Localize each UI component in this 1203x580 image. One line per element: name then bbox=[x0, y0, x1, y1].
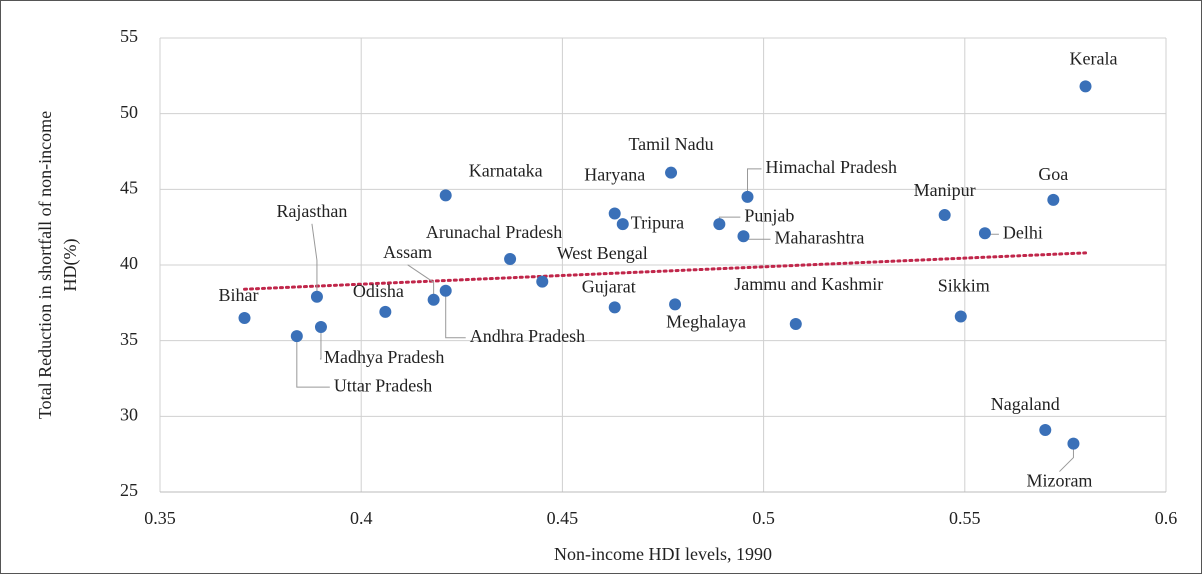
point bbox=[439, 189, 452, 202]
point bbox=[954, 310, 967, 323]
point-label: Arunachal Pradesh bbox=[426, 222, 562, 242]
point-label: Maharashtra bbox=[774, 227, 864, 247]
trendline bbox=[243, 251, 1088, 291]
point bbox=[665, 166, 678, 179]
point-label: West Bengal bbox=[557, 243, 648, 263]
y-tick-label: 25 bbox=[120, 480, 138, 500]
point-label: Punjab bbox=[744, 205, 794, 225]
point-label: Rajasthan bbox=[276, 201, 347, 221]
x-tick-label: 0.55 bbox=[949, 508, 981, 528]
leader-line bbox=[296, 336, 330, 388]
point-label: Bihar bbox=[219, 285, 259, 305]
point bbox=[536, 275, 549, 288]
point bbox=[504, 252, 517, 265]
point-label: Manipur bbox=[914, 180, 976, 200]
point-label: Odisha bbox=[353, 281, 404, 301]
y-tick-label: 50 bbox=[120, 102, 138, 122]
x-tick-label: 0.5 bbox=[752, 508, 775, 528]
point bbox=[608, 301, 621, 314]
leader-line bbox=[747, 168, 762, 197]
leader-line bbox=[311, 223, 318, 297]
y-axis-title: HD(%) bbox=[60, 239, 81, 292]
point bbox=[737, 230, 750, 243]
point bbox=[938, 209, 951, 222]
leader-line bbox=[445, 290, 466, 339]
point-label: Tamil Nadu bbox=[628, 134, 713, 154]
point bbox=[978, 227, 991, 240]
leader-line bbox=[319, 327, 322, 360]
point-label: Tripura bbox=[631, 212, 684, 232]
x-tick-label: 0.6 bbox=[1155, 508, 1178, 528]
x-tick-label: 0.35 bbox=[144, 508, 176, 528]
y-tick-label: 45 bbox=[120, 177, 138, 197]
point bbox=[741, 190, 754, 203]
x-tick-label: 0.4 bbox=[350, 508, 373, 528]
point-label: Madhya Pradesh bbox=[324, 347, 444, 367]
point bbox=[669, 298, 682, 311]
x-axis-title: Non-income HDI levels, 1990 bbox=[554, 544, 772, 564]
point-label: Kerala bbox=[1070, 49, 1118, 69]
point bbox=[238, 311, 251, 324]
point-label: Jammu and Kashmir bbox=[734, 274, 883, 294]
y-tick-label: 40 bbox=[120, 253, 138, 273]
point-label: Mizoram bbox=[1026, 471, 1092, 491]
point-label: Gujarat bbox=[582, 276, 636, 296]
point-label: Meghalaya bbox=[666, 311, 746, 331]
point bbox=[1079, 80, 1092, 93]
point-label: Karnataka bbox=[469, 161, 543, 181]
point-label: Andhra Pradesh bbox=[470, 326, 585, 346]
point-label: Goa bbox=[1038, 164, 1068, 184]
point-label: Himachal Pradesh bbox=[766, 157, 897, 177]
point bbox=[1039, 423, 1052, 436]
y-tick-label: 55 bbox=[120, 26, 138, 46]
point bbox=[713, 218, 726, 231]
point bbox=[608, 207, 621, 220]
point bbox=[310, 290, 323, 303]
y-tick-label: 35 bbox=[120, 329, 138, 349]
y-tick-label: 30 bbox=[120, 404, 138, 424]
x-tick-label: 0.45 bbox=[547, 508, 579, 528]
point-label: Haryana bbox=[584, 165, 645, 185]
point-label: Nagaland bbox=[991, 394, 1060, 414]
point bbox=[1047, 193, 1060, 206]
point-label: Sikkim bbox=[938, 276, 990, 296]
point-label: Uttar Pradesh bbox=[334, 375, 432, 395]
point bbox=[789, 318, 802, 331]
point-label: Delhi bbox=[1003, 222, 1043, 242]
point bbox=[616, 218, 629, 231]
point bbox=[427, 293, 440, 306]
y-axis-title: Total Reduction in shortfall of non-inco… bbox=[35, 111, 55, 419]
point bbox=[290, 330, 303, 343]
point bbox=[314, 321, 327, 334]
point bbox=[1067, 437, 1080, 450]
point bbox=[379, 305, 392, 318]
point-label: Assam bbox=[383, 242, 432, 262]
point bbox=[439, 284, 452, 297]
